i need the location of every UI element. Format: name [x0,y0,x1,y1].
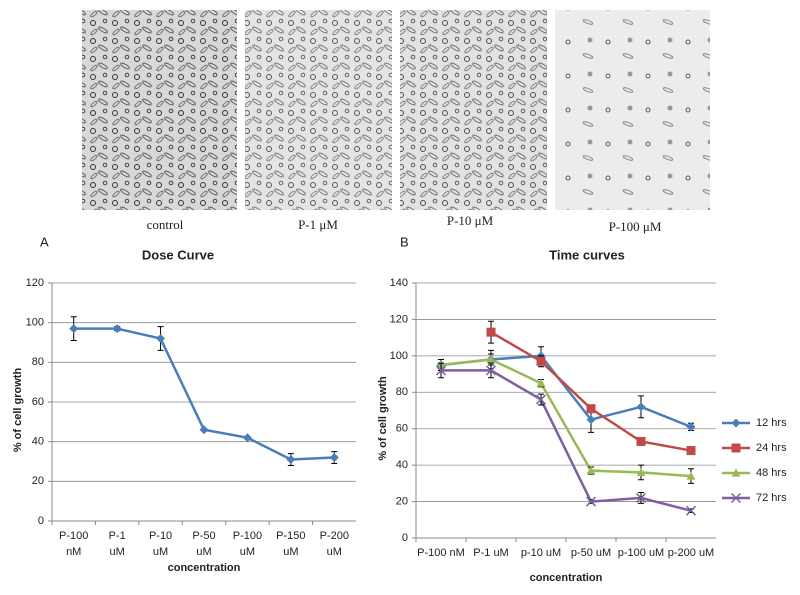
legend-marker [730,492,742,504]
legend-label: 72 hrs [756,492,787,504]
x-axis-title: concentration [530,572,603,584]
marker [686,471,696,480]
y-axis-title: % of cell growth [377,376,389,461]
x-tick-label: P-100 nM [417,547,465,559]
x-tick-label: P-100 uM [233,530,262,558]
marker [535,394,547,405]
micrographs: control P-1 μM P-10 μM P-100 μM [82,10,710,234]
legend-label: 48 hrs [756,467,787,479]
image-label: P-10 μM [447,213,494,228]
marker [686,446,696,456]
marker [586,415,596,425]
y-tick-label: 80 [32,356,44,368]
marker [536,378,546,387]
image-label: control [147,217,184,232]
marker [329,453,339,463]
marker [536,356,546,366]
x-tick-label: P-100 nM [59,530,88,558]
panel-label: B [400,234,409,249]
y-tick-label: 40 [396,459,408,471]
marker [635,492,647,503]
image-texture [400,10,547,210]
chart-title: Time curves [549,247,625,262]
x-axis-title: concentration [168,562,241,574]
y-tick-label: 100 [26,317,44,329]
y-tick-label: 0 [402,532,408,544]
marker [242,433,252,443]
image-label: P-100 μM [609,219,662,234]
y-tick-label: 20 [396,495,408,507]
marker [112,324,122,334]
x-tick-label: P-50 uM [192,530,215,558]
y-tick-label: 100 [390,350,408,362]
y-tick-label: 60 [32,396,44,408]
legend-marker [731,443,741,453]
x-tick-label: P-200 uM [320,530,349,558]
marker [69,324,79,334]
marker [636,402,646,412]
series-line [440,354,692,429]
y-tick-label: 40 [32,436,44,448]
x-tick-label: P-1 uM [109,530,126,558]
y-tick-label: 120 [26,277,44,289]
x-tick-label: p-10 uM [521,547,561,559]
marker [486,355,496,364]
legend-label: 12 hrs [756,417,787,429]
marker [286,455,296,465]
marker [199,425,209,435]
x-tick-label: P-10 uM [149,530,172,558]
y-tick-label: 80 [396,386,408,398]
marker [585,496,597,507]
y-tick-label: 20 [32,475,44,487]
image-texture [82,10,237,210]
marker [485,365,497,376]
panel-label: A [40,234,49,249]
legend-label: 24 hrs [756,442,787,454]
marker [156,334,166,344]
x-tick-label: P-150 uM [276,530,305,558]
series-line [441,369,692,512]
marker [636,436,646,446]
image-texture [245,10,392,210]
marker [486,327,496,337]
x-tick-label: P-1 uM [473,547,508,559]
y-tick-label: 140 [390,277,408,289]
legend-marker [731,418,741,428]
marker [586,466,596,475]
legend-marker [731,468,741,477]
marker [685,505,697,516]
x-tick-label: p-50 uM [571,547,611,559]
series-line [73,327,335,461]
x-tick-label: p-100 uM [618,547,664,559]
y-tick-label: 120 [390,313,408,325]
chart-title: Dose Curve [142,247,214,262]
image-texture [555,10,710,210]
series-line [440,358,692,478]
y-tick-label: 0 [38,515,44,527]
marker [686,422,696,432]
marker [636,467,646,477]
image-label: P-1 μM [298,217,338,232]
y-tick-label: 60 [396,423,408,435]
marker [586,404,596,414]
x-tick-label: p-200 uM [668,547,714,559]
marker [435,365,447,376]
y-axis-title: % of cell growth [12,368,24,453]
